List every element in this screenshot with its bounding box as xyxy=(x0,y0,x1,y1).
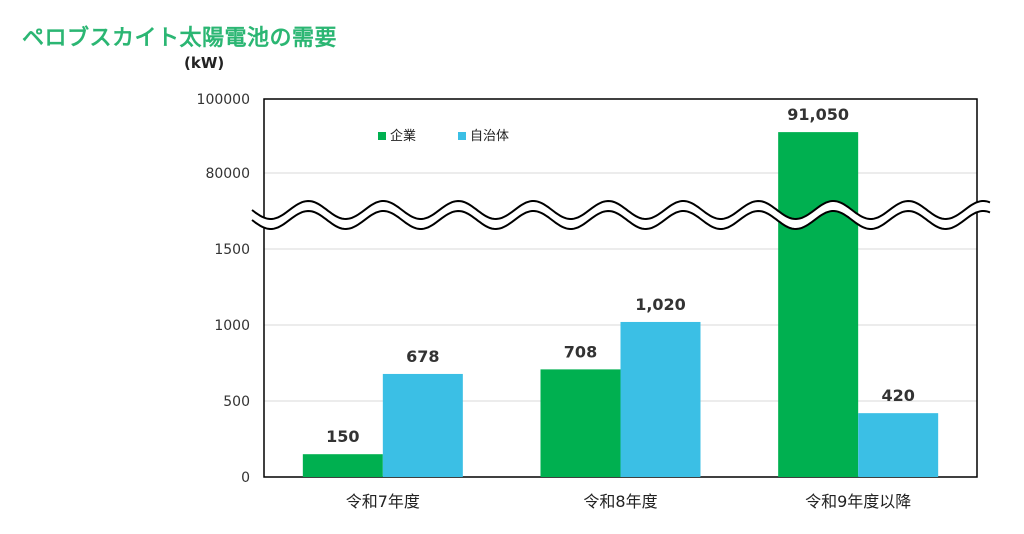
data-label: 708 xyxy=(564,342,597,361)
legend-label: 企業 xyxy=(390,128,416,144)
y-tick-label: 1500 xyxy=(214,242,250,258)
data-label: 678 xyxy=(406,347,439,366)
y-tick-label: 500 xyxy=(223,394,250,410)
chart-title: ペロブスカイト太陽電池の需要 xyxy=(22,26,338,51)
x-category-label: 令和9年度以降 xyxy=(805,492,911,511)
legend-swatch xyxy=(378,132,386,140)
data-label: 1,020 xyxy=(635,295,686,314)
axis-break-wave-bottom xyxy=(251,209,991,231)
y-tick-label: 100000 xyxy=(197,92,250,108)
bar xyxy=(540,369,621,477)
bar xyxy=(302,454,383,477)
legend-label: 自治体 xyxy=(470,129,509,144)
axis-break-wave-top xyxy=(251,199,991,221)
y-tick-label: 0 xyxy=(241,470,250,486)
bar xyxy=(620,321,701,477)
y-tick-label: 80000 xyxy=(205,166,250,182)
x-category-label: 令和8年度 xyxy=(583,492,657,511)
x-category-label: 令和7年度 xyxy=(346,492,420,511)
bar xyxy=(382,373,463,477)
bar xyxy=(858,413,939,477)
y-axis-unit-label: (kW) xyxy=(184,54,225,72)
bar xyxy=(778,132,859,478)
data-label: 150 xyxy=(326,427,359,446)
data-label: 420 xyxy=(881,386,914,405)
legend-swatch xyxy=(458,132,466,140)
y-tick-label: 1000 xyxy=(214,318,250,334)
data-label: 91,050 xyxy=(787,105,849,124)
